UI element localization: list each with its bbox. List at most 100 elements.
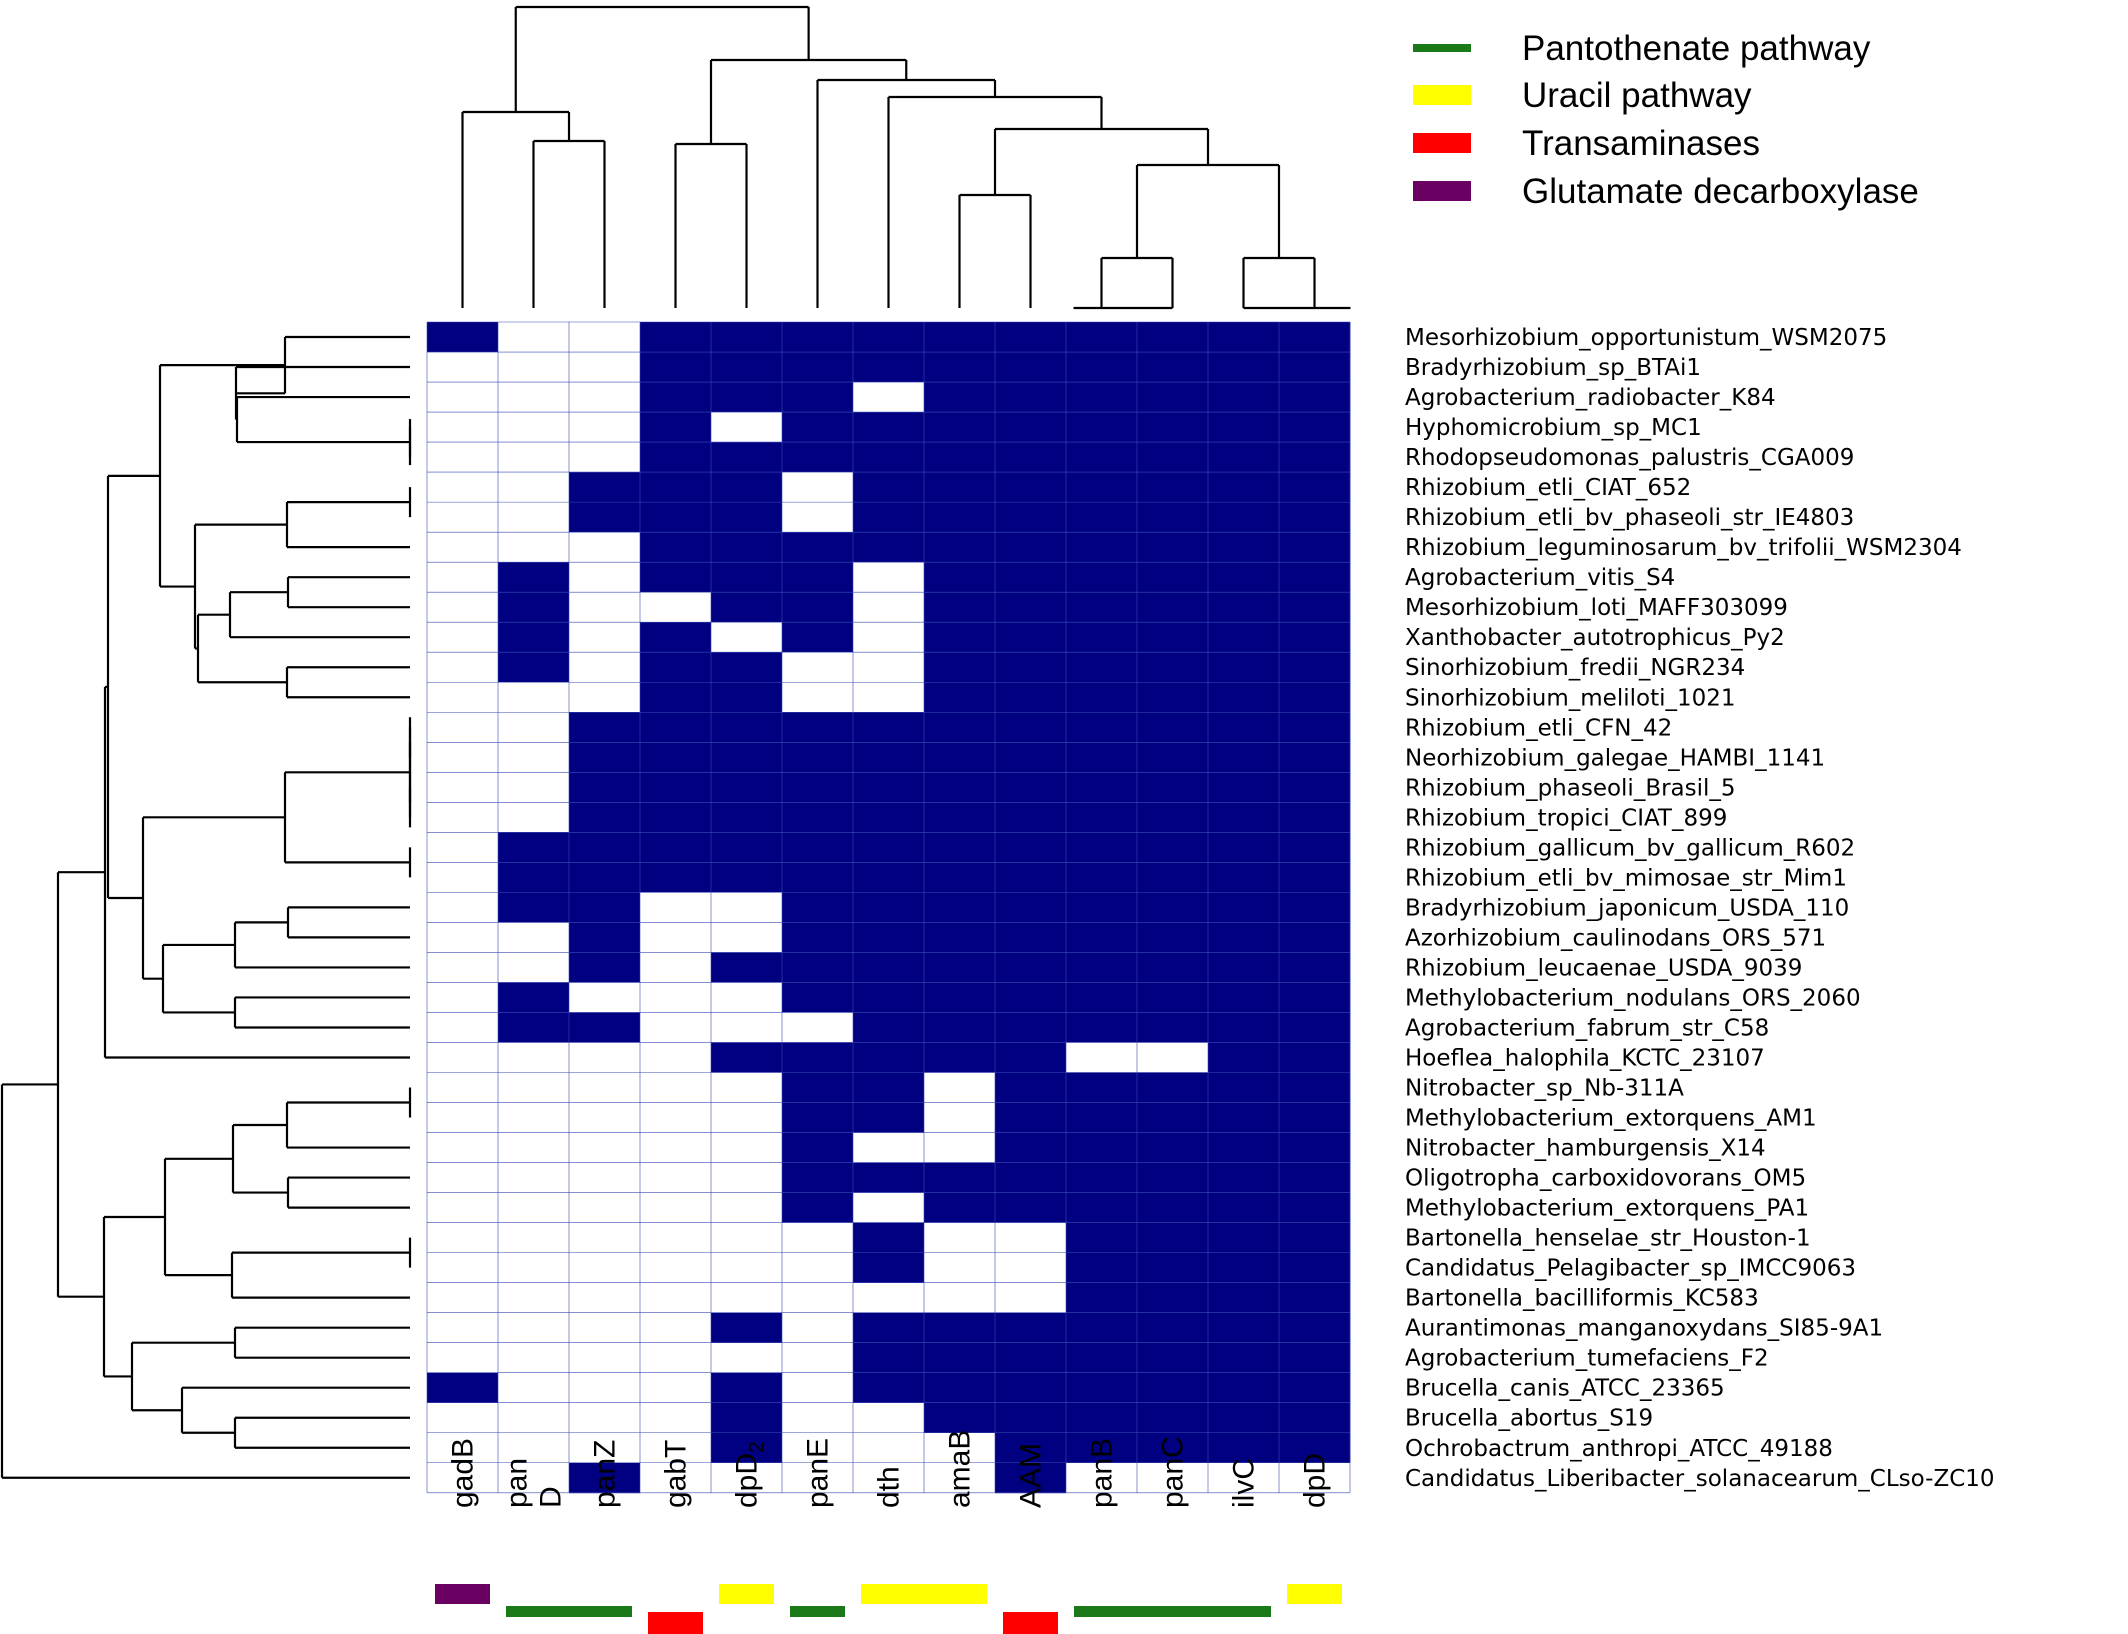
heatmap-cell: [498, 1312, 570, 1344]
heatmap-cell: [640, 382, 712, 413]
heatmap-cell: [569, 592, 641, 623]
heatmap-cell: [782, 1072, 854, 1103]
heatmap-cell: [924, 982, 996, 1013]
row-label: Nitrobacter_hamburgensis_X14: [1405, 1136, 1766, 1162]
heatmap-cell: [1208, 982, 1280, 1013]
heatmap-cell: [711, 772, 783, 803]
heatmap-cell: [498, 832, 570, 863]
heatmap-cell: [1208, 832, 1280, 863]
column-dendrogram: [461, 5, 1351, 310]
heatmap-cell: [427, 772, 499, 803]
heatmap-cell: [711, 382, 783, 413]
heatmap-cell: [1208, 892, 1280, 923]
heatmap-cell: [1066, 352, 1138, 383]
heatmap-cell: [853, 652, 925, 683]
heatmap-cell: [924, 712, 996, 743]
heatmap-cell: [640, 1162, 712, 1193]
heatmap-cell: [569, 892, 641, 923]
heatmap-cell: [924, 1402, 996, 1434]
column-label: dth: [873, 1466, 906, 1508]
heatmap-cell: [1208, 1102, 1280, 1133]
heatmap-cell: [924, 1432, 996, 1464]
heatmap-cell: [1208, 682, 1280, 713]
row-label: Mesorhizobium_loti_MAFF303099: [1405, 595, 1788, 621]
heatmap-cell: [1208, 322, 1280, 353]
legend-swatch: [1413, 181, 1471, 201]
heatmap-cell: [640, 1222, 712, 1254]
heatmap-cell: [1279, 1282, 1351, 1314]
heatmap-cell: [1137, 1432, 1209, 1464]
heatmap-cell: [711, 1252, 783, 1284]
legend-swatch: [1413, 133, 1471, 153]
heatmap-cell: [498, 352, 570, 383]
heatmap-cell: [782, 1432, 854, 1464]
heatmap-cell: [640, 1012, 712, 1043]
heatmap-cell: [782, 472, 854, 503]
heatmap-cell: [569, 682, 641, 713]
heatmap-cell: [1208, 502, 1280, 533]
heatmap-cell: [1066, 952, 1138, 983]
column-label: AAM: [1015, 1443, 1048, 1508]
heatmap-cell: [427, 1102, 499, 1133]
heatmap-cell: [1279, 1462, 1351, 1494]
heatmap-cell: [427, 742, 499, 773]
heatmap-cell: [853, 682, 925, 713]
row-label: Rhizobium_leucaenae_USDA_9039: [1405, 955, 1802, 981]
heatmap-cell: [569, 1042, 641, 1073]
heatmap-cell: [498, 442, 570, 473]
heatmap-cell: [782, 1012, 854, 1043]
heatmap-cell: [1137, 532, 1209, 563]
heatmap-cell: [640, 682, 712, 713]
heatmap-cell: [853, 352, 925, 383]
heatmap-cell: [1208, 1372, 1280, 1404]
heatmap-cell: [1066, 1372, 1138, 1404]
heatmap-cell: [711, 322, 783, 353]
heatmap-cell: [1279, 322, 1351, 353]
heatmap-cell: [1066, 1432, 1138, 1464]
heatmap-cell: [995, 712, 1067, 743]
heatmap-cell: [924, 1462, 996, 1494]
heatmap-cell: [782, 442, 854, 473]
heatmap-cell: [995, 1072, 1067, 1103]
heatmap-cell: [498, 922, 570, 953]
heatmap-cell: [569, 1282, 641, 1314]
heatmap-cell: [924, 442, 996, 473]
heatmap-cell: [427, 1222, 499, 1254]
row-label: Bradyrhizobium_sp_BTAi1: [1405, 355, 1701, 381]
heatmap-cell: [995, 922, 1067, 953]
heatmap-cell: [782, 562, 854, 593]
heatmap-cell: [1066, 502, 1138, 533]
heatmap-cell: [924, 532, 996, 563]
heatmap-cell: [1208, 562, 1280, 593]
heatmap-cell: [498, 1402, 570, 1434]
heatmap-cell: [569, 1432, 641, 1464]
heatmap-cell: [924, 322, 996, 353]
heatmap-cell: [995, 1192, 1067, 1223]
heatmap-cell: [853, 772, 925, 803]
heatmap-cell: [1137, 322, 1209, 353]
pathway-bars: [435, 1584, 1342, 1634]
heatmap-cell: [569, 502, 641, 533]
heatmap-cell: [995, 952, 1067, 983]
heatmap-cell: [640, 1282, 712, 1314]
column-label: gabT: [660, 1440, 693, 1508]
heatmap-cell: [427, 412, 499, 443]
heatmap-cell: [427, 622, 499, 653]
column-label: gadB: [447, 1438, 480, 1508]
heatmap-cell: [569, 1162, 641, 1193]
heatmap-cell: [498, 1162, 570, 1193]
heatmap-cell: [427, 1432, 499, 1464]
row-label: Agrobacterium_radiobacter_K84: [1405, 385, 1776, 411]
column-label: panE: [802, 1438, 835, 1508]
heatmap-cell: [640, 1252, 712, 1284]
heatmap-cell: [427, 322, 499, 353]
row-label: Rhizobium_etli_CFN_42: [1405, 715, 1672, 741]
heatmap-cell: [853, 1072, 925, 1103]
heatmap-cell: [640, 1312, 712, 1344]
heatmap-cell: [427, 862, 499, 893]
heatmap-cell: [640, 352, 712, 383]
column-label: ilvC: [1228, 1458, 1261, 1508]
heatmap-cell: [569, 442, 641, 473]
heatmap-cell: [711, 1012, 783, 1043]
